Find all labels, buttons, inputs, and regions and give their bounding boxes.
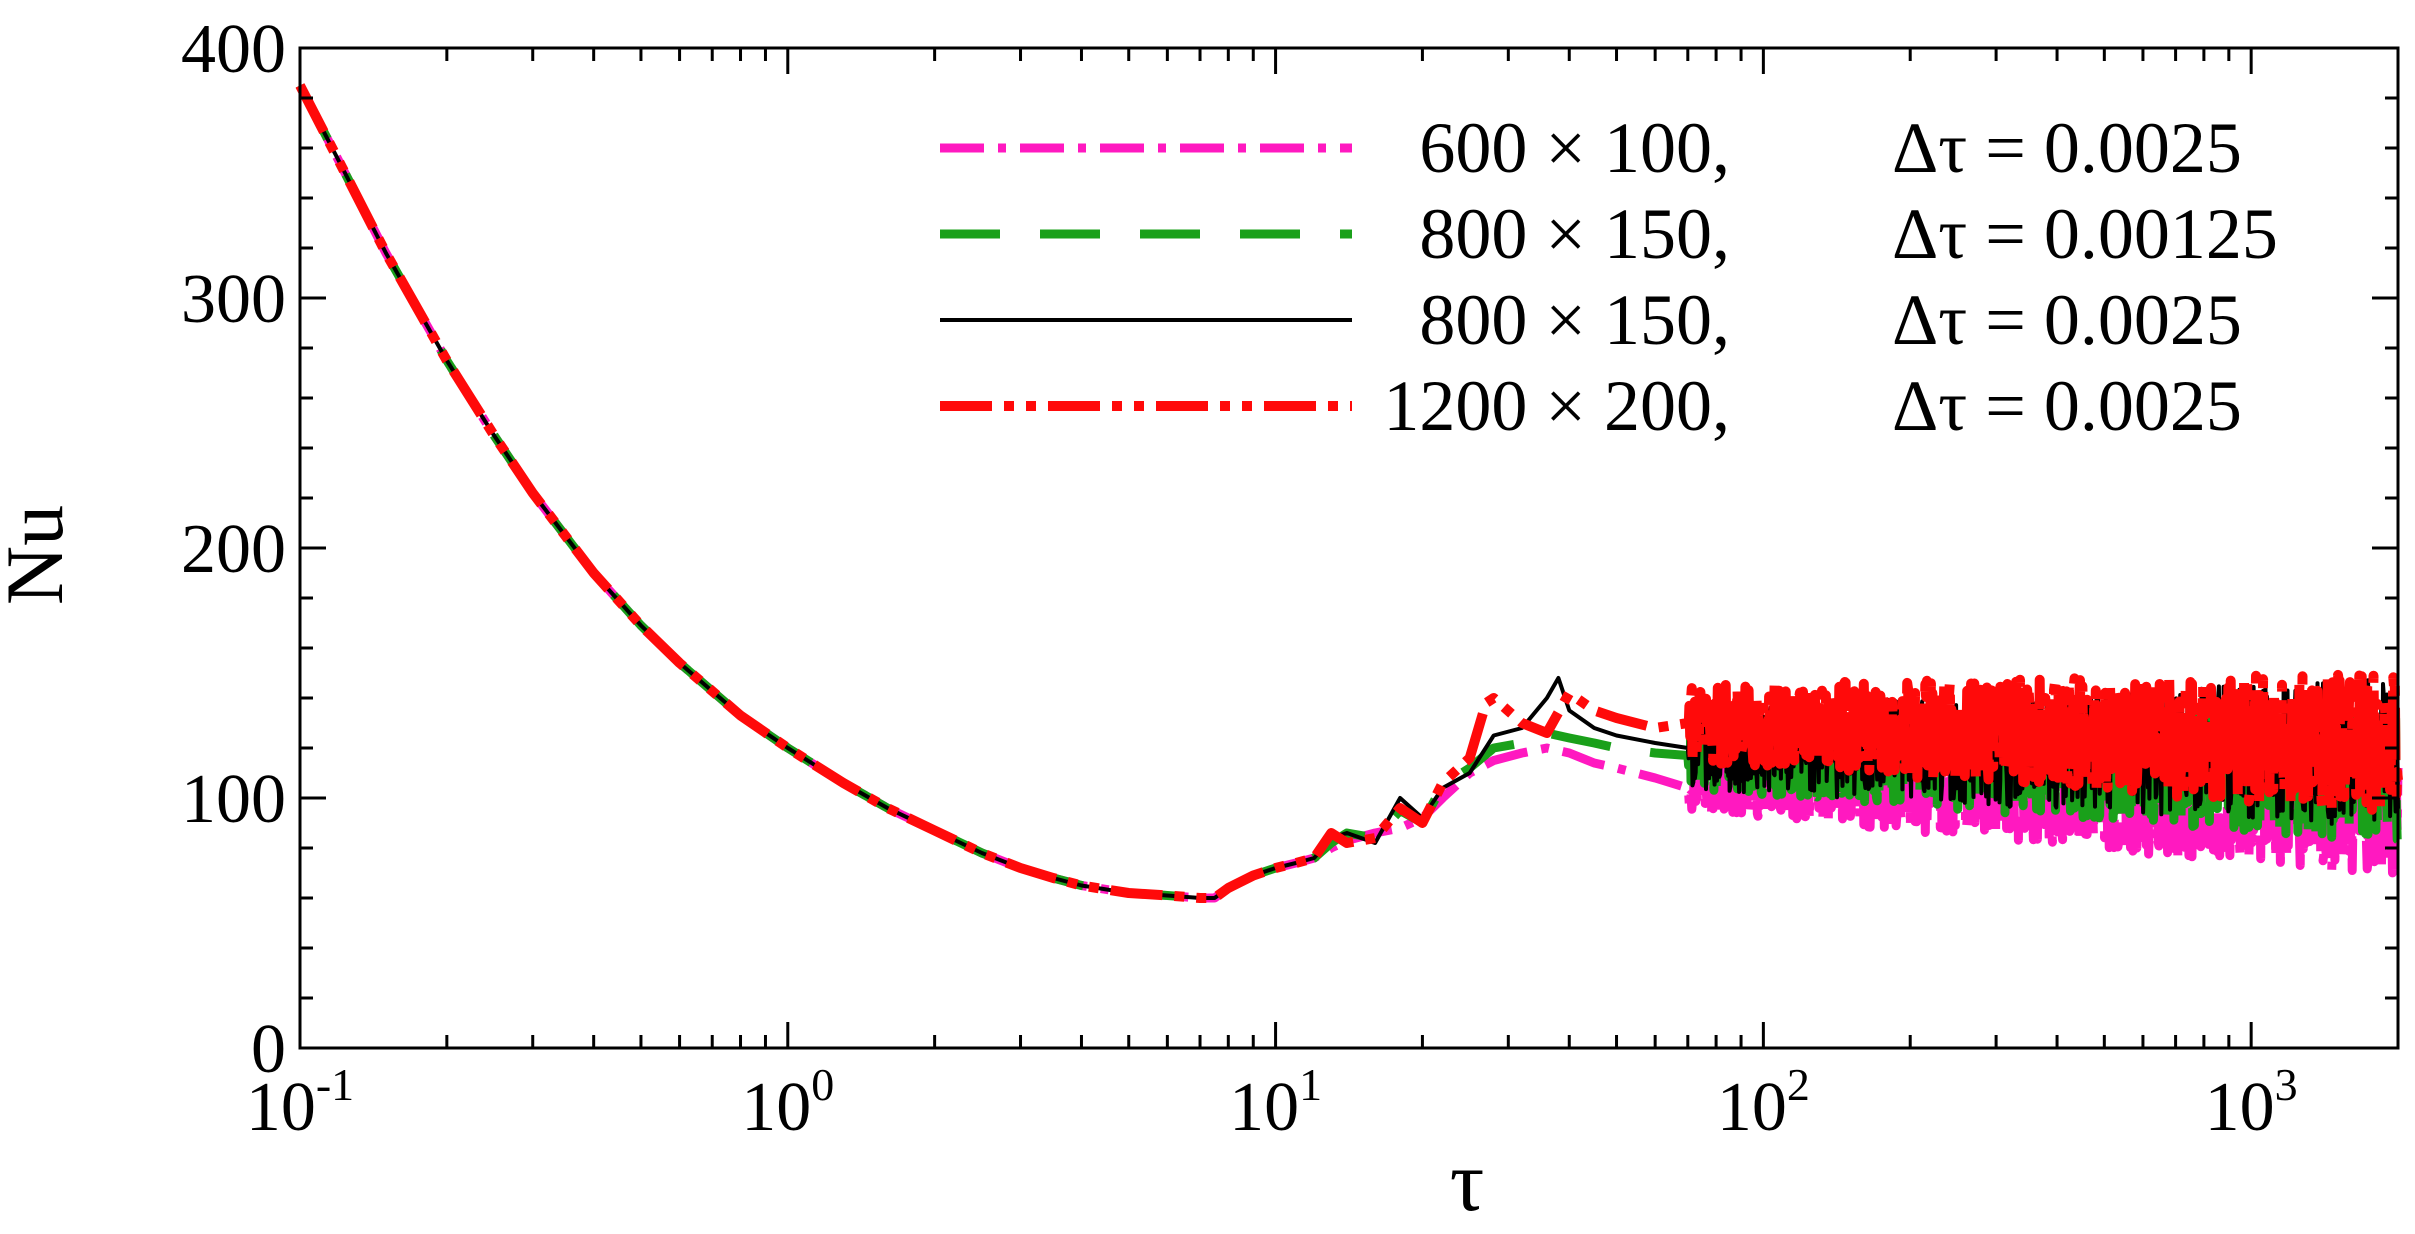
x-tick-label: 100	[741, 1059, 834, 1146]
legend-dt-label: Δτ = 0.0025	[1892, 108, 2242, 188]
x-tick-label: 10-1	[246, 1059, 354, 1146]
legend-dt-label: Δτ = 0.0025	[1892, 366, 2242, 446]
y-tick-label: 400	[181, 11, 286, 88]
x-tick-label: 102	[1717, 1059, 1810, 1146]
y-tick-label: 100	[181, 761, 286, 838]
y-tick-label: 300	[181, 261, 286, 338]
x-tick-label: 101	[1229, 1059, 1322, 1146]
series-layer	[295, 83, 2403, 903]
legend-mesh-label: 600 × 100,	[1419, 108, 1730, 188]
legend-mesh-label: 800 × 150,	[1419, 280, 1730, 360]
x-tick-labels: 10-1 100 101 102 103	[246, 1059, 2298, 1146]
legend-dt-label: Δτ = 0.00125	[1892, 194, 2278, 274]
y-tick-label: 0	[251, 1011, 286, 1088]
axis-ticks	[298, 46, 2400, 1050]
legend: 600 × 100, Δτ = 0.0025 800 × 150, Δτ = 0.00…	[940, 108, 2278, 446]
series-line-4	[295, 83, 2403, 903]
y-tick-labels: 0 100 200 300 400	[181, 11, 286, 1088]
legend-mesh-label: 800 × 150,	[1419, 194, 1730, 274]
x-axis-label: τ	[1450, 1133, 1485, 1229]
y-tick-label: 200	[181, 511, 286, 588]
y-axis-label: Nu	[0, 505, 80, 605]
legend-mesh-label: 1200 × 200,	[1383, 366, 1730, 446]
x-tick-label: 103	[2205, 1059, 2298, 1146]
legend-dt-label: Δτ = 0.0025	[1892, 280, 2242, 360]
